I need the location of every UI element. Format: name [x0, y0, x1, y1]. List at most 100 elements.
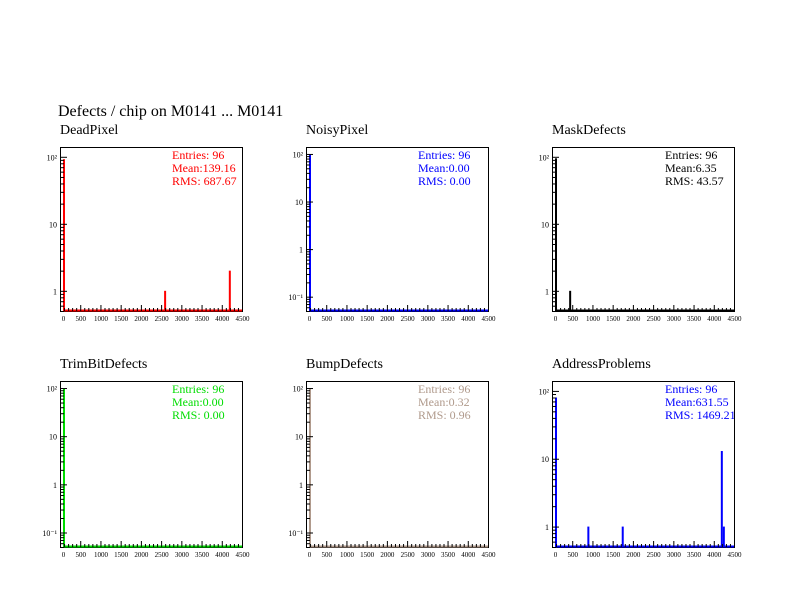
stats-entries: Entries: 96 [172, 382, 225, 396]
x-tick-label: 4000 [461, 315, 476, 323]
panel-title: MaskDefects [552, 123, 626, 138]
x-tick-label: 1000 [340, 551, 355, 559]
y-tick-label: 10 [541, 220, 549, 229]
x-tick-label: 500 [75, 315, 86, 323]
x-tick-label: 2500 [401, 315, 416, 323]
x-tick-label: 500 [75, 551, 86, 559]
x-tick-label: 1500 [360, 315, 375, 323]
stats-entries: Entries: 96 [418, 148, 471, 162]
x-tick-label: 0 [62, 315, 66, 323]
plot-frame [552, 147, 735, 312]
x-tick-label: 2500 [155, 315, 170, 323]
x-tick-label: 4500 [482, 551, 497, 559]
x-tick-label: 4500 [728, 551, 743, 559]
stats-box: Entries: 96 Mean:0.00 RMS: 0.00 [418, 149, 471, 188]
stats-rms: RMS: 1469.21 [665, 408, 736, 422]
y-tick-label: 10² [539, 153, 550, 162]
histogram-plot: 0 500 1000 1500 2000 2500 3000 3500 4000 4500 10⁻¹… [42, 381, 251, 559]
stats-entries: Entries: 96 [665, 148, 718, 162]
stats-box: Entries: 96 Mean:0.00 RMS: 0.00 [172, 383, 225, 422]
x-tick-label: 500 [321, 315, 332, 323]
page-title: Defects / chip on M0141 ... M0141 [58, 103, 284, 120]
x-tick-label: 3500 [441, 551, 456, 559]
x-tick-label: 4000 [215, 551, 230, 559]
x-tick-label: 0 [308, 551, 312, 559]
x-tick-label: 2000 [626, 315, 641, 323]
x-tick-label: 0 [554, 315, 558, 323]
y-tick-label: 1 [545, 523, 549, 532]
stats-rms: RMS: 0.96 [418, 408, 471, 422]
histogram-plot: 0 500 1000 1500 2000 2500 3000 3500 4000 4500 10⁻¹… [288, 147, 496, 323]
x-tick-label: 3000 [421, 551, 436, 559]
x-tick-label: 1000 [94, 551, 109, 559]
x-tick-label: 1000 [340, 315, 355, 323]
x-tick-label: 4500 [236, 315, 251, 323]
x-tick-label: 3000 [667, 315, 682, 323]
stats-box: Entries: 96 Mean:6.35 RMS: 43.57 [665, 149, 724, 188]
histogram-bar [309, 388, 311, 547]
x-tick-label: 3500 [195, 315, 210, 323]
x-tick-label: 1500 [114, 551, 128, 559]
plot-frame [60, 147, 243, 312]
x-tick-label: 3500 [687, 551, 702, 559]
histogram-bar [722, 526, 725, 547]
x-tick-label: 4000 [707, 315, 722, 323]
x-tick-label: 3500 [441, 315, 456, 323]
x-tick-label: 4500 [236, 551, 251, 559]
stats-box: Entries: 96 Mean:0.32 RMS: 0.96 [418, 383, 471, 422]
histogram-bar [555, 397, 557, 547]
histogram-bar [621, 526, 624, 547]
stats-mean: Mean:631.55 [665, 395, 729, 409]
x-tick-label: 1000 [586, 315, 601, 323]
y-tick-label: 10 [49, 220, 57, 229]
x-tick-label: 4500 [728, 315, 743, 323]
y-tick-label: 10 [541, 455, 549, 464]
x-tick-label: 2000 [380, 551, 395, 559]
x-tick-label: 3000 [667, 551, 682, 559]
x-tick-label: 500 [567, 315, 578, 323]
stats-entries: Entries: 96 [172, 148, 225, 162]
x-tick-label: 1500 [360, 551, 375, 559]
y-tick-label: 10² [47, 385, 58, 394]
x-tick-label: 2000 [134, 551, 149, 559]
y-tick-label: 10² [539, 387, 550, 396]
histogram-bar [309, 154, 311, 311]
histogram-bar [164, 290, 167, 311]
x-tick-label: 1500 [606, 551, 621, 559]
plot-frame [552, 381, 735, 548]
x-tick-label: 3000 [175, 551, 190, 559]
histogram-bar [587, 526, 590, 547]
y-tick-label: 1 [299, 481, 303, 490]
y-tick-label: 1 [545, 287, 549, 296]
y-tick-label: 10⁻¹ [42, 529, 57, 538]
x-tick-label: 2500 [401, 551, 416, 559]
y-tick-label: 1 [53, 287, 57, 296]
x-tick-label: 3000 [421, 315, 436, 323]
y-tick-label: 10² [293, 385, 304, 394]
histogram-plot: 0 500 1000 1500 2000 2500 3000 3500 4000 4500 1 10 1… [539, 381, 743, 559]
stats-rms: RMS: 0.00 [172, 408, 225, 422]
y-tick-label: 10⁻¹ [288, 293, 303, 302]
x-tick-label: 500 [567, 551, 578, 559]
stats-entries: Entries: 96 [418, 382, 471, 396]
panel-title: BumpDefects [306, 357, 383, 372]
y-tick-label: 10 [49, 433, 57, 442]
x-tick-label: 1500 [606, 315, 621, 323]
stats-box: Entries: 96 Mean:631.55 RMS: 1469.21 [665, 383, 736, 422]
x-tick-label: 2000 [134, 315, 149, 323]
y-tick-label: 1 [299, 246, 303, 255]
x-tick-label: 2500 [647, 551, 662, 559]
stats-mean: Mean:6.35 [665, 161, 717, 175]
x-tick-label: 1500 [114, 315, 128, 323]
x-tick-label: 2000 [626, 551, 641, 559]
panel-title: DeadPixel [60, 123, 119, 138]
histogram-plot: 0 500 1000 1500 2000 2500 3000 3500 4000 4500 10⁻¹… [288, 381, 497, 559]
plot-frame [60, 381, 243, 548]
histogram-plot: 0 500 1000 1500 2000 2500 3000 3500 4000 4500 1 10 1… [47, 147, 251, 323]
y-tick-label: 10 [295, 433, 303, 442]
plot-frame [306, 147, 489, 312]
y-tick-label: 1 [53, 481, 57, 490]
stats-rms: RMS: 687.67 [172, 174, 237, 188]
y-tick-label: 10² [293, 150, 304, 159]
x-tick-label: 500 [321, 551, 332, 559]
